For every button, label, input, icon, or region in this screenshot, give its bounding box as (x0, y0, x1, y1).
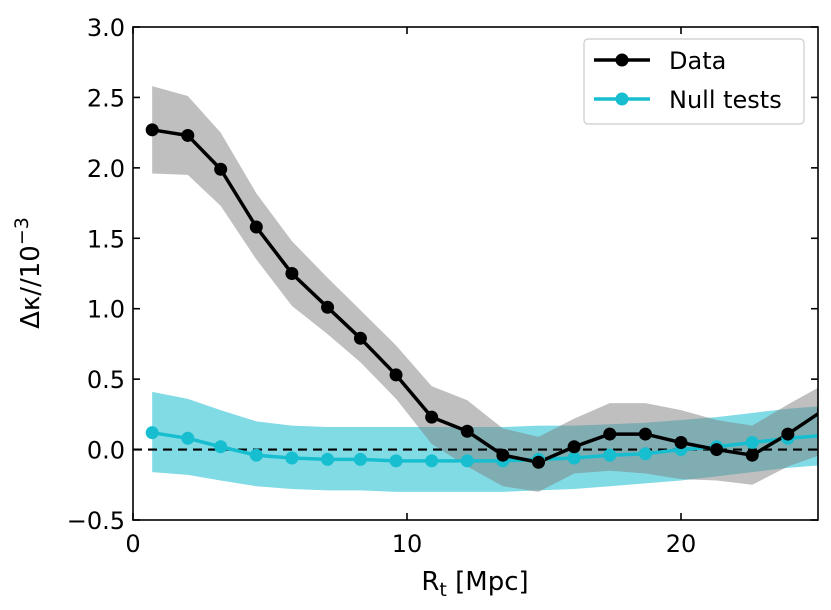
point-data (781, 427, 795, 441)
y-tick-label: 1.0 (87, 296, 125, 324)
point-null-tests (460, 454, 474, 468)
point-data (214, 162, 228, 176)
legend-label-data: Data (669, 47, 726, 75)
point-data (460, 424, 474, 438)
point-data (532, 455, 546, 469)
y-tick-label: 2.5 (87, 84, 125, 112)
point-data (603, 427, 617, 441)
point-data (710, 443, 724, 457)
legend: Data Null tests (583, 38, 805, 125)
point-data (638, 427, 652, 441)
x-axis-label-rest: [Mpc] (447, 567, 529, 597)
point-null-tests (425, 454, 439, 468)
point-null-tests (603, 448, 617, 462)
point-null-tests (285, 451, 299, 465)
x-tick-label: 20 (666, 530, 697, 558)
legend-marker-null-tests (615, 92, 629, 106)
y-tick-label: −0.5 (67, 507, 125, 535)
point-data (425, 410, 439, 424)
point-null-tests (181, 431, 195, 445)
point-null-tests (567, 451, 581, 465)
point-data (249, 220, 263, 234)
y-tick-label: 1.5 (87, 225, 125, 253)
point-null-tests (249, 448, 263, 462)
y-axis-label-base: Δκ//10 (16, 245, 46, 329)
point-data (745, 448, 759, 462)
series-points (145, 123, 818, 469)
y-tick-label: 0.0 (87, 437, 125, 465)
point-null-tests (389, 454, 403, 468)
x-tick-label: 10 (392, 530, 423, 558)
point-data (389, 368, 403, 382)
point-null-tests (638, 447, 652, 461)
legend-label-null-tests: Null tests (669, 86, 782, 114)
point-data (353, 331, 367, 345)
y-axis-label: Δκ//10−3 (11, 217, 46, 329)
point-data (674, 436, 688, 450)
legend-marker-data (615, 53, 629, 67)
x-axis-label-base: R (421, 567, 439, 597)
point-data (496, 448, 510, 462)
x-tick-label: 0 (125, 530, 140, 558)
x-axis-label-sub: t (439, 579, 446, 601)
point-data (321, 300, 335, 314)
point-data (145, 123, 159, 137)
point-data (567, 440, 581, 454)
y-tick-label: 0.5 (87, 366, 125, 394)
point-null-tests (145, 426, 159, 440)
y-axis-label-sup: −3 (11, 217, 33, 245)
point-data (181, 128, 195, 142)
x-axis-label: Rt [Mpc] (421, 567, 528, 601)
point-null-tests (214, 440, 228, 454)
point-null-tests (745, 436, 759, 450)
axis-ticks: 0 10 20 −0.5 0.0 0.5 1.0 1.5 2.0 2.5 3.0 (67, 14, 818, 558)
y-tick-label: 3.0 (87, 14, 125, 42)
plot-frame (132, 26, 819, 521)
point-null-tests (321, 452, 335, 466)
point-data (285, 267, 299, 280)
y-tick-label: 2.0 (87, 155, 125, 183)
point-null-tests (353, 452, 367, 466)
